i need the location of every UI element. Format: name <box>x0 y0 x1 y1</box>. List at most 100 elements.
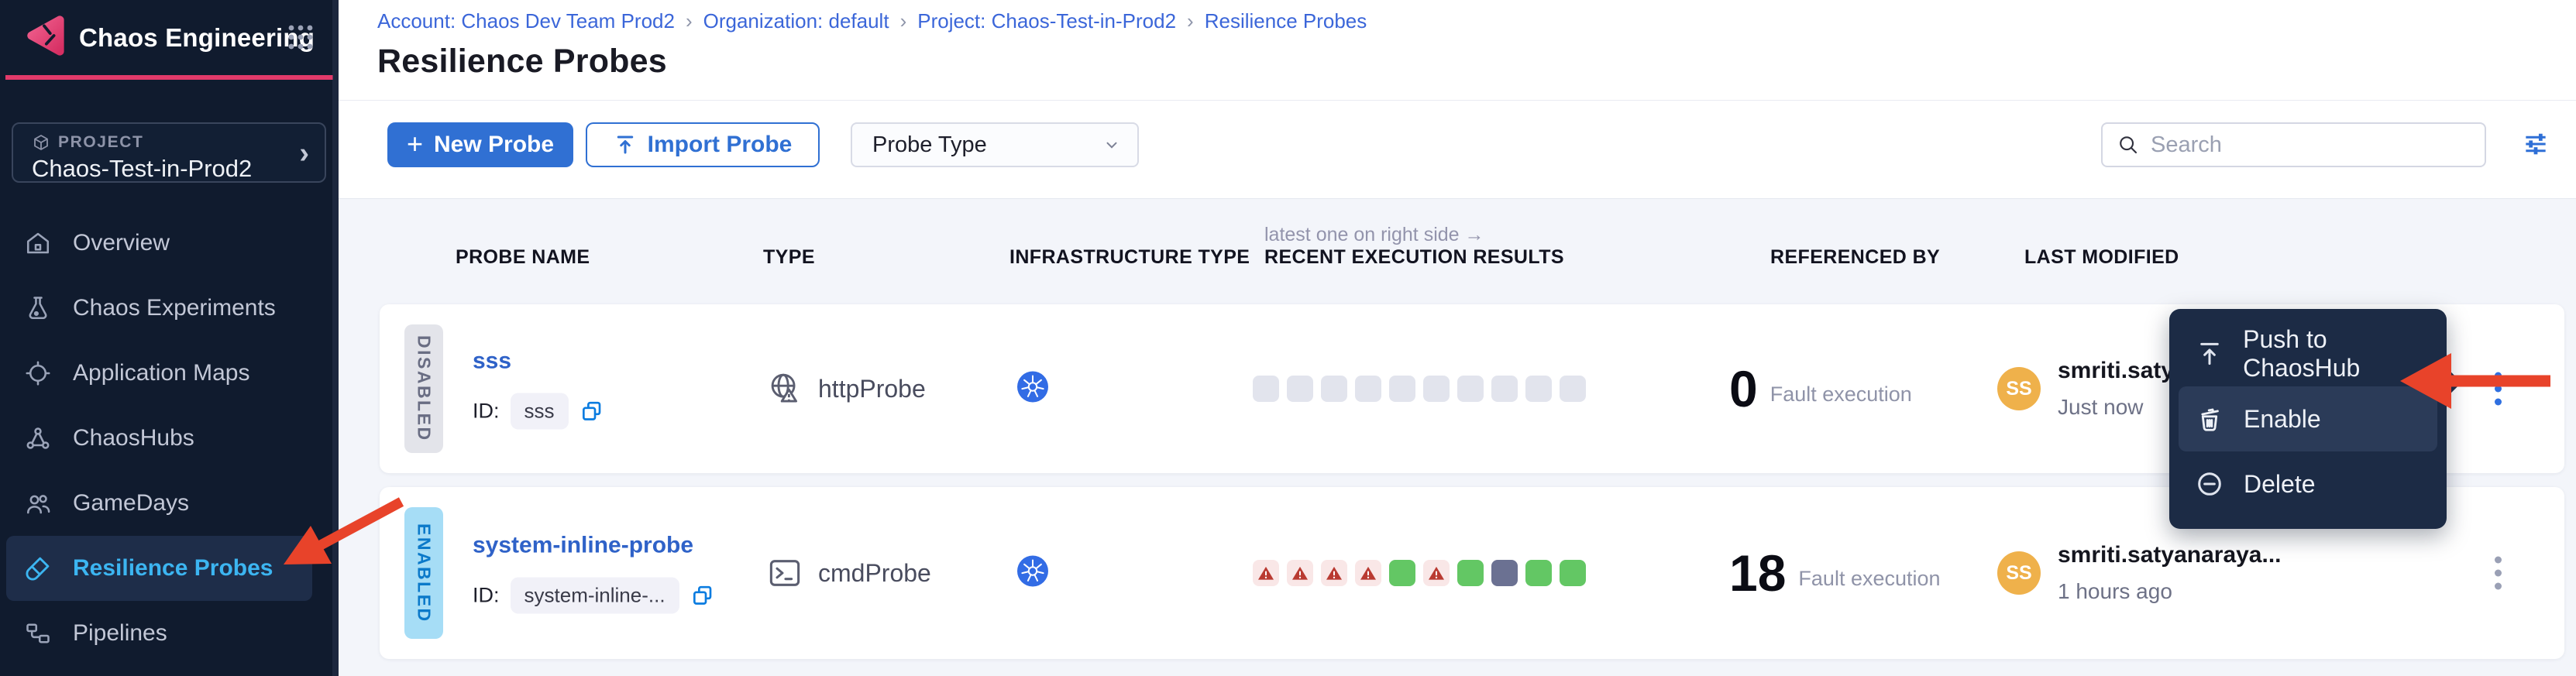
filter-icon[interactable] <box>2520 129 2551 159</box>
execution-result-fail <box>1423 560 1450 586</box>
status-badge-enabled: ENABLED <box>404 507 443 639</box>
trash-icon <box>2194 403 2225 434</box>
probe-id-row: ID: system-inline-... <box>473 577 715 614</box>
row-actions-menu-button[interactable] <box>2488 551 2508 596</box>
pipelines-icon <box>23 619 53 648</box>
execution-result-na <box>1491 560 1518 586</box>
network-icon <box>23 424 53 453</box>
breadcrumb: Account: Chaos Dev Team Prod2 › Organiza… <box>377 9 1367 33</box>
sidebar-item-chaoshubs[interactable]: ChaosHubs <box>6 406 312 471</box>
import-probe-label: Import Probe <box>647 132 793 157</box>
brand-header: Chaos Engineering <box>0 0 339 74</box>
execution-result-pass <box>1457 560 1484 586</box>
chevron-down-icon <box>1106 142 1117 149</box>
column-header-referenced-by: REFERENCED BY <box>1770 246 1941 268</box>
minus-circle-icon <box>2194 468 2225 499</box>
execution-result-fail <box>1287 560 1313 586</box>
referenced-by-cell: 0 Fault execution <box>1729 360 1912 417</box>
sidebar-item-gamedays[interactable]: GameDays <box>6 471 312 536</box>
new-probe-button[interactable]: + New Probe <box>387 122 573 167</box>
breadcrumb-organization[interactable]: Organization: default <box>703 9 889 33</box>
avatar: SS <box>1997 551 2041 595</box>
search-input[interactable] <box>2151 132 2471 158</box>
chevron-right-icon: › <box>299 137 309 170</box>
import-probe-button[interactable]: Import Probe <box>586 122 820 167</box>
last-modified-cell: smriti.satyanaraya... 1 hours ago <box>2058 542 2282 603</box>
project-label: PROJECT <box>58 133 144 151</box>
execution-result-empty <box>1321 376 1347 402</box>
column-header-type: TYPE <box>763 246 815 268</box>
row-context-menu: Push to ChaosHub Enable Delete <box>2169 309 2462 529</box>
plus-icon: + <box>406 127 423 160</box>
sidebar-item-overview[interactable]: Overview <box>6 211 312 276</box>
upload-icon <box>2194 338 2224 369</box>
column-header-probe-name: PROBE NAME <box>456 246 590 268</box>
execution-result-fail <box>1321 560 1347 586</box>
breadcrumb-account[interactable]: Account: Chaos Dev Team Prod2 <box>377 9 675 33</box>
page-title: Resilience Probes <box>377 43 667 80</box>
execution-result-empty <box>1491 376 1518 402</box>
column-header-recent-execution-results: RECENT EXECUTION RESULTS <box>1264 246 1564 268</box>
menu-item-push-to-chaoshub[interactable]: Push to ChaosHub <box>2169 321 2447 386</box>
module-grid-icon[interactable] <box>285 22 316 53</box>
sidebar-item-pipelines[interactable]: Pipelines <box>6 601 312 666</box>
app-title: Chaos Engineering <box>79 23 315 52</box>
flask-icon <box>23 293 53 323</box>
breadcrumb-project[interactable]: Project: Chaos-Test-in-Prod2 <box>917 9 1177 33</box>
execution-result-empty <box>1287 376 1313 402</box>
new-probe-label: New Probe <box>433 132 555 157</box>
probe-name-block: system-inline-probe ID: system-inline-..… <box>473 533 715 614</box>
header-top: Account: Chaos Dev Team Prod2 › Organiza… <box>339 0 2576 101</box>
crosshair-icon <box>23 359 53 388</box>
upload-icon <box>617 136 633 154</box>
kubernetes-icon <box>1017 555 1048 587</box>
execution-result-pass <box>1525 560 1552 586</box>
probe-name-block: sss ID: sss <box>473 348 604 430</box>
referenced-by-cell: 18 Fault execution <box>1729 544 1941 602</box>
globe-probe-icon <box>771 373 798 403</box>
execution-result-empty <box>1253 376 1279 402</box>
menu-item-delete[interactable]: Delete <box>2169 451 2447 516</box>
probe-type-cell: httpProbe <box>767 371 926 407</box>
execution-result-pass <box>1389 560 1415 586</box>
execution-result-empty <box>1525 376 1552 402</box>
execution-result-fail <box>1355 560 1381 586</box>
row-actions-menu-button[interactable] <box>2488 366 2508 412</box>
main-content: Account: Chaos Dev Team Prod2 › Organiza… <box>339 0 2576 676</box>
execution-result-empty <box>1560 376 1586 402</box>
people-icon <box>23 489 53 518</box>
status-badge-disabled: DISABLED <box>404 324 443 453</box>
home-icon <box>23 228 53 258</box>
terminal-probe-icon <box>769 560 800 586</box>
probe-id-row: ID: sss <box>473 393 604 430</box>
copy-icon[interactable] <box>580 399 604 424</box>
sidebar-item-resilience-probes[interactable]: Resilience Probes <box>6 536 312 601</box>
execution-result-empty <box>1355 376 1381 402</box>
project-name: Chaos-Test-in-Prod2 <box>32 155 253 182</box>
sidebar-item-application-maps[interactable]: Application Maps <box>6 341 312 406</box>
probe-type-cell: cmdProbe <box>767 555 931 591</box>
probe-type-select[interactable]: Probe Type <box>851 122 1139 167</box>
probe-id-value: sss <box>510 393 569 430</box>
chaos-logo-icon <box>27 15 64 56</box>
project-label-row: PROJECT <box>32 133 143 152</box>
fault-execution-count: 18 <box>1729 544 1787 602</box>
menu-item-enable[interactable]: Enable <box>2179 386 2437 451</box>
probe-name-link[interactable]: sss <box>473 348 512 374</box>
copy-icon[interactable] <box>690 583 715 608</box>
sidebar: Chaos Engineering PROJECT <box>0 0 339 676</box>
breadcrumb-separator: › <box>1187 9 1194 33</box>
brand-accent-divider <box>5 75 333 80</box>
execution-result-pass <box>1560 560 1586 586</box>
search-icon <box>2120 136 2137 154</box>
sidebar-scrollbar[interactable] <box>332 0 339 676</box>
sidebar-item-chaos-experiments[interactable]: Chaos Experiments <box>6 276 312 341</box>
project-selector[interactable]: PROJECT Chaos-Test-in-Prod2 › <box>12 122 326 183</box>
execution-result-fail <box>1253 560 1279 586</box>
probe-name-link[interactable]: system-inline-probe <box>473 532 694 558</box>
probe-type-label: Probe Type <box>872 132 987 157</box>
breadcrumb-current[interactable]: Resilience Probes <box>1204 9 1367 33</box>
search-box <box>2101 122 2486 167</box>
sidebar-nav: Overview Chaos Experiments Application M… <box>0 211 339 666</box>
